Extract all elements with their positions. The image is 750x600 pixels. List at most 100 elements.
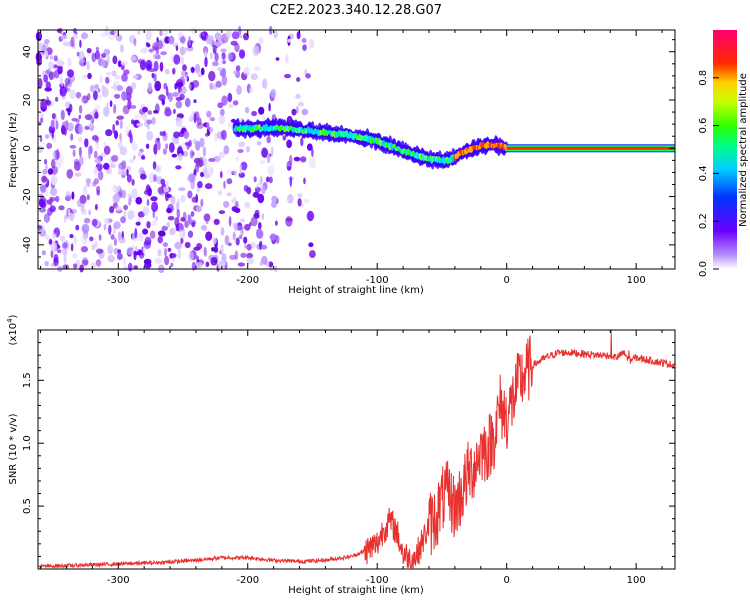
spectrogram-noise-blob xyxy=(173,54,181,65)
chart-title: C2E2.2023.340.12.28.G07 xyxy=(270,3,442,18)
spectrogram-noise-blob xyxy=(91,244,96,251)
spectrogram-noise-blob xyxy=(284,73,291,79)
snr-y-tick-label: 1.0 xyxy=(22,435,33,451)
spectrogram-noise-blob xyxy=(211,247,215,252)
spectrogram-noise-blob xyxy=(71,117,78,122)
spectrogram-noise-blob xyxy=(44,87,52,92)
spectrogram-noise-blob xyxy=(95,111,99,118)
spectrogram-noise-blob xyxy=(268,102,271,112)
spectrogram-noise-blob xyxy=(221,95,228,106)
spectrogram-noise-blob xyxy=(237,149,244,153)
spectrogram-noise-blob xyxy=(72,253,78,259)
spectrogram-noise-blob xyxy=(66,169,74,179)
spectrogram-noise-blob xyxy=(119,132,122,142)
spectrogram-noise-blob xyxy=(78,123,84,135)
spectrogram-noise-blob xyxy=(167,247,172,252)
spectrogram-x-ticks: -300 -200 -100 0 100 xyxy=(40,30,663,286)
spectrogram-noise-blob xyxy=(67,122,74,132)
spectrogram-noise-blob xyxy=(220,48,227,53)
spectrogram-noise-blob xyxy=(223,145,230,155)
spectrogram-noise-blob xyxy=(286,139,292,149)
spectrogram-noise-blob xyxy=(208,35,214,46)
spectrogram-noise-blob xyxy=(97,88,101,93)
spectrogram-noise-blob xyxy=(47,168,54,175)
spectrogram-noise-blob xyxy=(94,104,101,110)
spectrogram-noise-blob xyxy=(118,163,122,170)
snr-x-axis-label: Height of straight line (km) xyxy=(288,585,424,596)
spectrogram-noise-blob xyxy=(210,167,214,176)
spectrogram-noise-blob xyxy=(131,82,137,90)
spectrogram-noise-blob xyxy=(117,60,122,68)
spectrogram-noise-blob xyxy=(145,59,153,71)
spectrogram-noise-blob xyxy=(146,130,154,141)
spectrogram-noise-blob xyxy=(200,67,205,76)
spectrogram-noise-blob xyxy=(244,243,247,250)
spectrogram-noise-blob xyxy=(179,46,186,56)
spectrogram-noise-blob xyxy=(121,169,128,176)
spectrogram-noise-blob xyxy=(134,114,141,121)
spectrogram-noise-blob xyxy=(140,155,146,160)
spectrogram-noise-blob xyxy=(184,241,191,249)
spectrogram-noise-blob xyxy=(95,46,99,52)
spectrogram-noise-blob xyxy=(253,66,261,71)
spectrogram-noise-blob xyxy=(41,250,46,256)
spectrogram-noise-blob xyxy=(115,205,122,212)
spectrogram-noise-blob xyxy=(220,171,223,179)
spectrogram-noise-blob xyxy=(157,248,162,257)
spectrogram-noise-blob xyxy=(119,119,123,129)
spectrogram-noise-blob xyxy=(61,242,68,249)
spectrogram-noise-blob xyxy=(74,161,81,171)
spectrogram-noise-blob xyxy=(48,238,53,245)
spectrogram-noise-blob xyxy=(226,178,233,185)
spectrogram-frame xyxy=(37,29,676,270)
spectrogram-noise-blob xyxy=(206,122,210,130)
spectrogram-noise-blob xyxy=(74,172,82,177)
spectrogram-noise-blob xyxy=(187,190,193,199)
spectrogram-noise-blob xyxy=(38,198,46,208)
spectrogram-noise-blob xyxy=(194,111,200,121)
spectrogram-noise-blob xyxy=(45,50,49,57)
spectrogram-noise-blob xyxy=(42,169,48,175)
spectrogram-noise-blob xyxy=(105,129,113,137)
spectrogram-noise-blob xyxy=(123,256,126,266)
spectrogram-noise-blob xyxy=(159,29,163,37)
spectrogram-noise-blob xyxy=(105,76,110,84)
spectrogram-noise-blob xyxy=(118,237,126,244)
spectrogram-noise-blob xyxy=(164,106,171,112)
spectrogram-noise-blob xyxy=(183,130,190,139)
spectrogram-noise xyxy=(35,25,316,274)
spectrogram-noise-blob xyxy=(163,130,166,137)
spectrogram-noise-blob xyxy=(306,210,315,222)
spectrogram-noise-blob xyxy=(221,52,226,60)
spectrogram-noise-blob xyxy=(149,230,156,239)
spectrogram-noise-blob xyxy=(218,210,226,215)
spectrogram-noise-blob xyxy=(158,230,166,237)
spectrogram-noise-blob xyxy=(302,44,307,51)
spectrogram-noise-blob xyxy=(233,169,238,177)
spectrogram-noise-blob xyxy=(177,153,183,161)
spectrogram-noise-blob xyxy=(73,236,78,245)
spectrogram-noise-blob xyxy=(270,88,277,98)
spectrogram-noise-blob xyxy=(39,135,43,143)
spectrogram-x-tick-label: 100 xyxy=(627,275,646,286)
spectrogram-noise-blob xyxy=(261,244,268,250)
spectrogram-noise-blob xyxy=(103,162,110,170)
spectrogram-noise-blob xyxy=(162,242,169,248)
spectrogram-noise-blob xyxy=(99,32,108,38)
spectrogram-noise-blob xyxy=(130,105,137,109)
spectrogram-noise-blob xyxy=(147,110,153,115)
spectrogram-noise-blob xyxy=(191,221,196,228)
spectrogram-noise-blob xyxy=(51,129,54,139)
spectrogram-noise-blob xyxy=(62,95,66,100)
spectrogram-noise-blob xyxy=(133,155,136,160)
spectrogram-noise-blob xyxy=(221,75,228,86)
spectrogram-noise-blob xyxy=(200,224,208,231)
spectrogram-noise-blob xyxy=(117,249,122,254)
spectrogram-noise-blob xyxy=(165,179,169,189)
snr-x-tick-label: 0 xyxy=(503,575,509,586)
spectrogram-noise-blob xyxy=(183,150,188,157)
spectrogram-noise-blob xyxy=(122,105,130,115)
spectrogram-noise-blob xyxy=(230,40,238,46)
spectrogram-noise-blob xyxy=(208,158,216,162)
